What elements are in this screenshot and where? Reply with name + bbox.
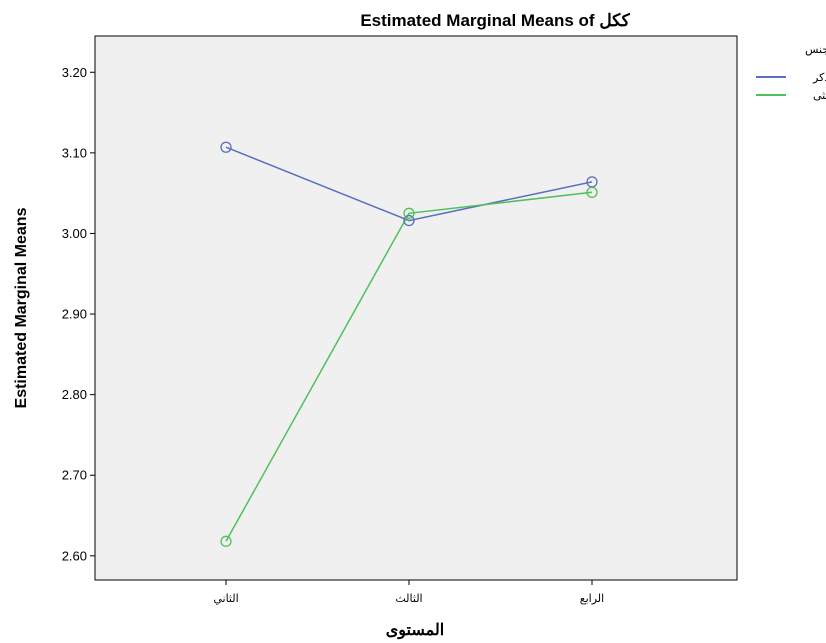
series-line-0 — [225, 146, 593, 222]
plot-area — [94, 35, 738, 581]
y-tick-label: 2.80 — [62, 387, 87, 402]
legend: الجنس ذكر انثى — [756, 43, 826, 102]
legend-label: ذكر — [812, 71, 826, 84]
y-axis: 2.60 2.70 2.80 2.90 3.00 3.10 3.20 — [62, 65, 95, 563]
series-line-1 — [225, 191, 593, 542]
legend-title: الجنس — [805, 43, 826, 56]
series-layer — [220, 141, 598, 547]
x-axis: الثاني الثالث الرابع — [213, 580, 604, 605]
y-tick-label: 2.60 — [62, 548, 87, 563]
data-point — [220, 141, 232, 153]
data-point — [586, 186, 598, 198]
y-tick-label: 3.00 — [62, 226, 87, 241]
legend-label: انثى — [813, 89, 826, 102]
y-tick-label: 2.70 — [62, 468, 87, 483]
chart-title: Estimated Marginal Means of ككل — [360, 11, 630, 30]
x-tick-label: الرابع — [580, 592, 604, 605]
x-tick-label: الثالث — [395, 592, 422, 605]
y-tick-label: 3.10 — [62, 145, 87, 160]
x-axis-title: المستوى — [386, 622, 444, 640]
y-tick-label: 3.20 — [62, 65, 87, 80]
y-tick-label: 2.90 — [62, 307, 87, 322]
x-tick-label: الثاني — [213, 592, 238, 605]
data-point — [403, 214, 415, 227]
data-point — [403, 207, 415, 219]
data-point — [220, 535, 232, 547]
y-axis-title: Estimated Marginal Means — [13, 207, 30, 408]
